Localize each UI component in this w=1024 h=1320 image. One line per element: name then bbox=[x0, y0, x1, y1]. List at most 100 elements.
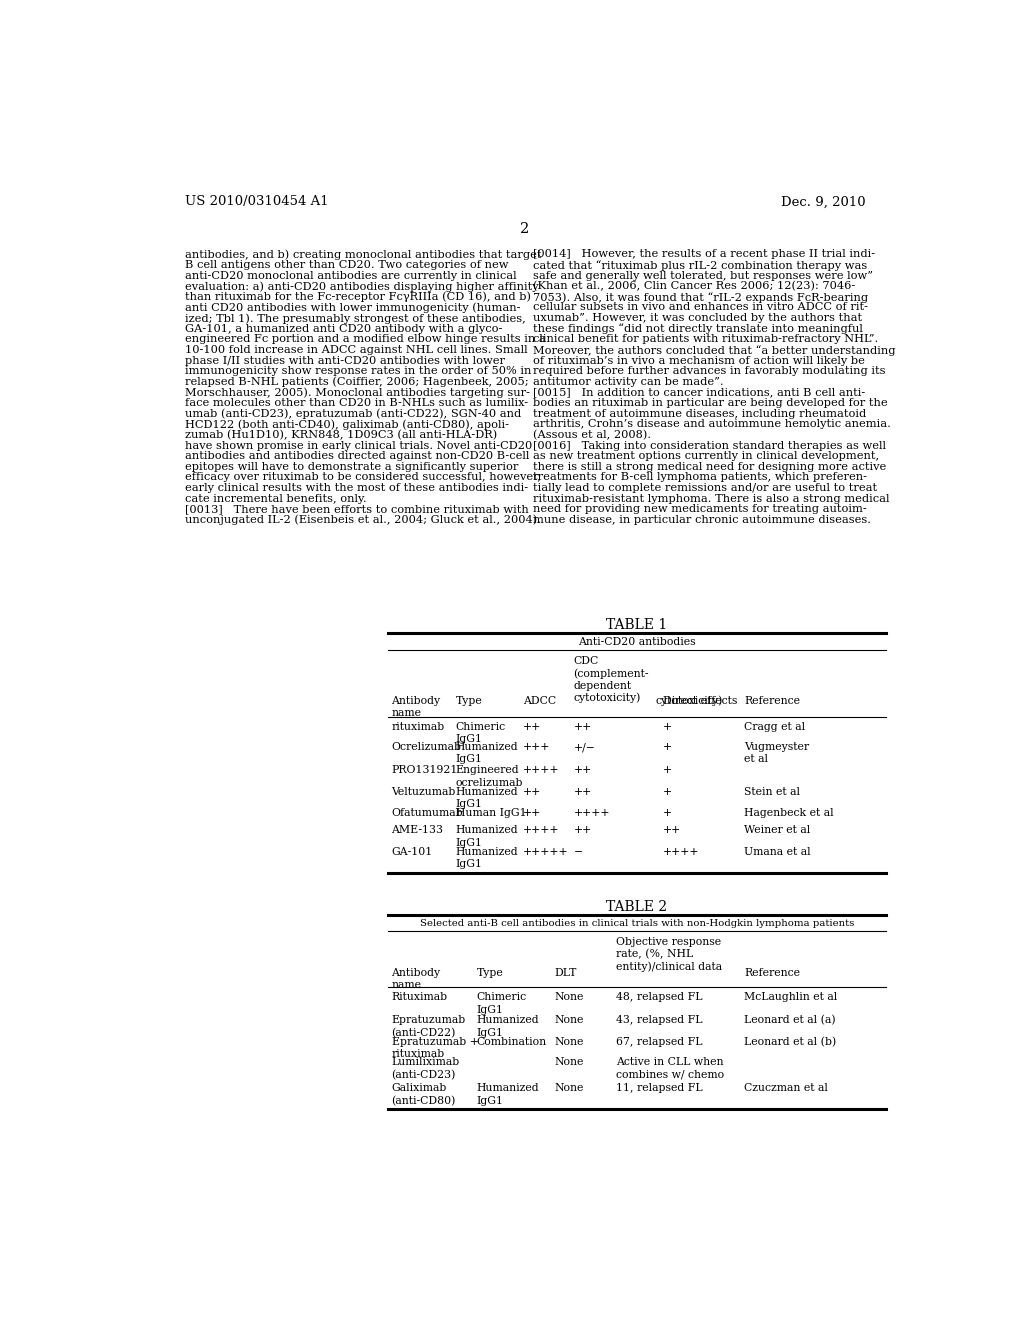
Text: Epratuzumab
(anti-CD22): Epratuzumab (anti-CD22) bbox=[391, 1015, 466, 1039]
Text: face molecules other than CD20 in B-NHLs such as lumilix-: face molecules other than CD20 in B-NHLs… bbox=[184, 399, 527, 408]
Text: Reference: Reference bbox=[744, 968, 800, 978]
Text: ++: ++ bbox=[573, 766, 592, 775]
Text: (Khan et al., 2006, Clin Cancer Res 2006; 12(23): 7046-: (Khan et al., 2006, Clin Cancer Res 2006… bbox=[532, 281, 855, 292]
Text: these findings “did not directly translate into meaningful: these findings “did not directly transla… bbox=[532, 323, 862, 334]
Text: have shown promise in early clinical trials. Novel anti-CD20: have shown promise in early clinical tri… bbox=[184, 441, 531, 450]
Text: CDC
(complement-
dependent
cytotoxicity): CDC (complement- dependent cytotoxicity) bbox=[573, 656, 649, 704]
Text: ++: ++ bbox=[573, 787, 592, 797]
Text: ++: ++ bbox=[573, 825, 592, 836]
Text: than rituximab for the Fc-receptor FcγRIIIa (CD 16), and b): than rituximab for the Fc-receptor FcγRI… bbox=[184, 292, 530, 302]
Text: Direct effects: Direct effects bbox=[663, 696, 737, 706]
Text: HCD122 (both anti-CD40), galiximab (anti-CD80), apoli-: HCD122 (both anti-CD40), galiximab (anti… bbox=[184, 420, 509, 430]
Text: Weiner et al: Weiner et al bbox=[744, 825, 810, 836]
Text: anti CD20 antibodies with lower immunogenicity (human-: anti CD20 antibodies with lower immunoge… bbox=[184, 302, 520, 313]
Text: Selected anti-B cell antibodies in clinical trials with non-Hodgkin lymphoma pat: Selected anti-B cell antibodies in clini… bbox=[420, 919, 854, 928]
Text: mune disease, in particular chronic autoimmune diseases.: mune disease, in particular chronic auto… bbox=[532, 515, 870, 525]
Text: Active in CLL when
combines w/ chemo: Active in CLL when combines w/ chemo bbox=[616, 1057, 724, 1080]
Text: +: + bbox=[663, 787, 672, 797]
Text: antitumor activity can be made”.: antitumor activity can be made”. bbox=[532, 376, 723, 387]
Text: ++++: ++++ bbox=[523, 766, 560, 775]
Text: early clinical results with the most of these antibodies indi-: early clinical results with the most of … bbox=[184, 483, 527, 494]
Text: Combination: Combination bbox=[477, 1038, 547, 1047]
Text: Dec. 9, 2010: Dec. 9, 2010 bbox=[781, 195, 866, 209]
Text: unconjugated IL-2 (Eisenbeis et al., 2004; Gluck et al., 2004).: unconjugated IL-2 (Eisenbeis et al., 200… bbox=[184, 515, 541, 525]
Text: efficacy over rituximab to be considered successful, however,: efficacy over rituximab to be considered… bbox=[184, 473, 541, 482]
Text: ++++: ++++ bbox=[573, 808, 610, 818]
Text: 11, relapsed FL: 11, relapsed FL bbox=[616, 1084, 702, 1093]
Text: 10-100 fold increase in ADCC against NHL cell lines. Small: 10-100 fold increase in ADCC against NHL… bbox=[184, 345, 527, 355]
Text: uxumab”. However, it was concluded by the authors that: uxumab”. However, it was concluded by th… bbox=[532, 313, 861, 323]
Text: 48, relapsed FL: 48, relapsed FL bbox=[616, 993, 702, 1002]
Text: arthritis, Crohn’s disease and autoimmune hemolytic anemia.: arthritis, Crohn’s disease and autoimmun… bbox=[532, 420, 891, 429]
Text: ++: ++ bbox=[523, 787, 542, 797]
Text: Reference: Reference bbox=[744, 696, 800, 706]
Text: 2: 2 bbox=[520, 222, 529, 235]
Text: Antibody
name: Antibody name bbox=[391, 696, 440, 718]
Text: Humanized
IgG1: Humanized IgG1 bbox=[477, 1084, 540, 1106]
Text: ++++: ++++ bbox=[523, 825, 560, 836]
Text: Ocrelizumab: Ocrelizumab bbox=[391, 742, 462, 752]
Text: Moreover, the authors concluded that “a better understanding: Moreover, the authors concluded that “a … bbox=[532, 345, 895, 355]
Text: 67, relapsed FL: 67, relapsed FL bbox=[616, 1038, 702, 1047]
Text: Humanized
IgG1: Humanized IgG1 bbox=[477, 1015, 540, 1038]
Text: Rituximab: Rituximab bbox=[391, 993, 447, 1002]
Text: ++: ++ bbox=[523, 722, 542, 733]
Text: cellular subsets in vivo and enhances in vitro ADCC of rit-: cellular subsets in vivo and enhances in… bbox=[532, 302, 867, 313]
Text: [0016]   Taking into consideration standard therapies as well: [0016] Taking into consideration standar… bbox=[532, 441, 886, 450]
Text: ++++: ++++ bbox=[663, 847, 699, 857]
Text: Galiximab
(anti-CD80): Galiximab (anti-CD80) bbox=[391, 1084, 456, 1106]
Text: PRO131921: PRO131921 bbox=[391, 766, 458, 775]
Text: cated that “rituximab plus rIL-2 combination therapy was: cated that “rituximab plus rIL-2 combina… bbox=[532, 260, 866, 271]
Text: (Assous et al, 2008).: (Assous et al, 2008). bbox=[532, 430, 650, 441]
Text: Czuczman et al: Czuczman et al bbox=[744, 1084, 828, 1093]
Text: treatment of autoimmune diseases, including rheumatoid: treatment of autoimmune diseases, includ… bbox=[532, 409, 866, 418]
Text: Lumiliximab
(anti-CD23): Lumiliximab (anti-CD23) bbox=[391, 1057, 460, 1080]
Text: ++: ++ bbox=[573, 722, 592, 733]
Text: immunogenicity show response rates in the order of 50% in: immunogenicity show response rates in th… bbox=[184, 366, 531, 376]
Text: None: None bbox=[554, 1084, 584, 1093]
Text: None: None bbox=[554, 1057, 584, 1067]
Text: [0014]   However, the results of a recent phase II trial indi-: [0014] However, the results of a recent … bbox=[532, 249, 874, 259]
Text: as new treatment options currently in clinical development,: as new treatment options currently in cl… bbox=[532, 451, 879, 461]
Text: US 2010/0310454 A1: US 2010/0310454 A1 bbox=[184, 195, 329, 209]
Text: safe and generally well tolerated, but responses were low”: safe and generally well tolerated, but r… bbox=[532, 271, 872, 281]
Text: zumab (Hu1D10), KRN848, 1D09C3 (all anti-HLA-DR): zumab (Hu1D10), KRN848, 1D09C3 (all anti… bbox=[184, 430, 497, 441]
Text: cytotoxicity): cytotoxicity) bbox=[655, 696, 722, 706]
Text: Chimeric
IgG1: Chimeric IgG1 bbox=[477, 993, 527, 1015]
Text: ADCC: ADCC bbox=[523, 696, 556, 706]
Text: rituximab-resistant lymphoma. There is also a strong medical: rituximab-resistant lymphoma. There is a… bbox=[532, 494, 889, 504]
Text: Humanized
IgG1: Humanized IgG1 bbox=[456, 847, 518, 869]
Text: cate incremental benefits, only.: cate incremental benefits, only. bbox=[184, 494, 367, 504]
Text: treatments for B-cell lymphoma patients, which preferen-: treatments for B-cell lymphoma patients,… bbox=[532, 473, 866, 482]
Text: +: + bbox=[663, 766, 672, 775]
Text: +++: +++ bbox=[523, 742, 551, 752]
Text: None: None bbox=[554, 1015, 584, 1026]
Text: 43, relapsed FL: 43, relapsed FL bbox=[616, 1015, 702, 1026]
Text: +: + bbox=[663, 808, 672, 818]
Text: Veltuzumab: Veltuzumab bbox=[391, 787, 456, 797]
Text: TABLE 1: TABLE 1 bbox=[606, 618, 668, 632]
Text: ++: ++ bbox=[663, 825, 681, 836]
Text: Ofatumumab: Ofatumumab bbox=[391, 808, 463, 818]
Text: there is still a strong medical need for designing more active: there is still a strong medical need for… bbox=[532, 462, 886, 471]
Text: umab (anti-CD23), epratuzumab (anti-CD22), SGN-40 and: umab (anti-CD23), epratuzumab (anti-CD22… bbox=[184, 409, 521, 420]
Text: B cell antigens other than CD20. Two categories of new: B cell antigens other than CD20. Two cat… bbox=[184, 260, 508, 269]
Text: antibodies and antibodies directed against non-CD20 B-cell: antibodies and antibodies directed again… bbox=[184, 451, 529, 461]
Text: bodies an rituximab in particular are being developed for the: bodies an rituximab in particular are be… bbox=[532, 399, 887, 408]
Text: Umana et al: Umana et al bbox=[744, 847, 811, 857]
Text: AME-133: AME-133 bbox=[391, 825, 443, 836]
Text: epitopes will have to demonstrate a significantly superior: epitopes will have to demonstrate a sign… bbox=[184, 462, 518, 471]
Text: Humanized
IgG1: Humanized IgG1 bbox=[456, 742, 518, 764]
Text: need for providing new medicaments for treating autoim-: need for providing new medicaments for t… bbox=[532, 504, 866, 515]
Text: DLT: DLT bbox=[554, 968, 577, 978]
Text: evaluation: a) anti-CD20 antibodies displaying higher affinity: evaluation: a) anti-CD20 antibodies disp… bbox=[184, 281, 539, 292]
Text: [0013]   There have been efforts to combine rituximab with: [0013] There have been efforts to combin… bbox=[184, 504, 528, 515]
Text: ++: ++ bbox=[523, 808, 542, 818]
Text: +: + bbox=[663, 722, 672, 733]
Text: +: + bbox=[663, 742, 672, 752]
Text: required before further advances in favorably modulating its: required before further advances in favo… bbox=[532, 366, 885, 376]
Text: tially lead to complete remissions and/or are useful to treat: tially lead to complete remissions and/o… bbox=[532, 483, 877, 494]
Text: engineered Fc portion and a modified elbow hinge results in a: engineered Fc portion and a modified elb… bbox=[184, 334, 546, 345]
Text: relapsed B-NHL patients (Coiffier, 2006; Hagenbeek, 2005;: relapsed B-NHL patients (Coiffier, 2006;… bbox=[184, 376, 528, 387]
Text: Antibody
name: Antibody name bbox=[391, 968, 440, 990]
